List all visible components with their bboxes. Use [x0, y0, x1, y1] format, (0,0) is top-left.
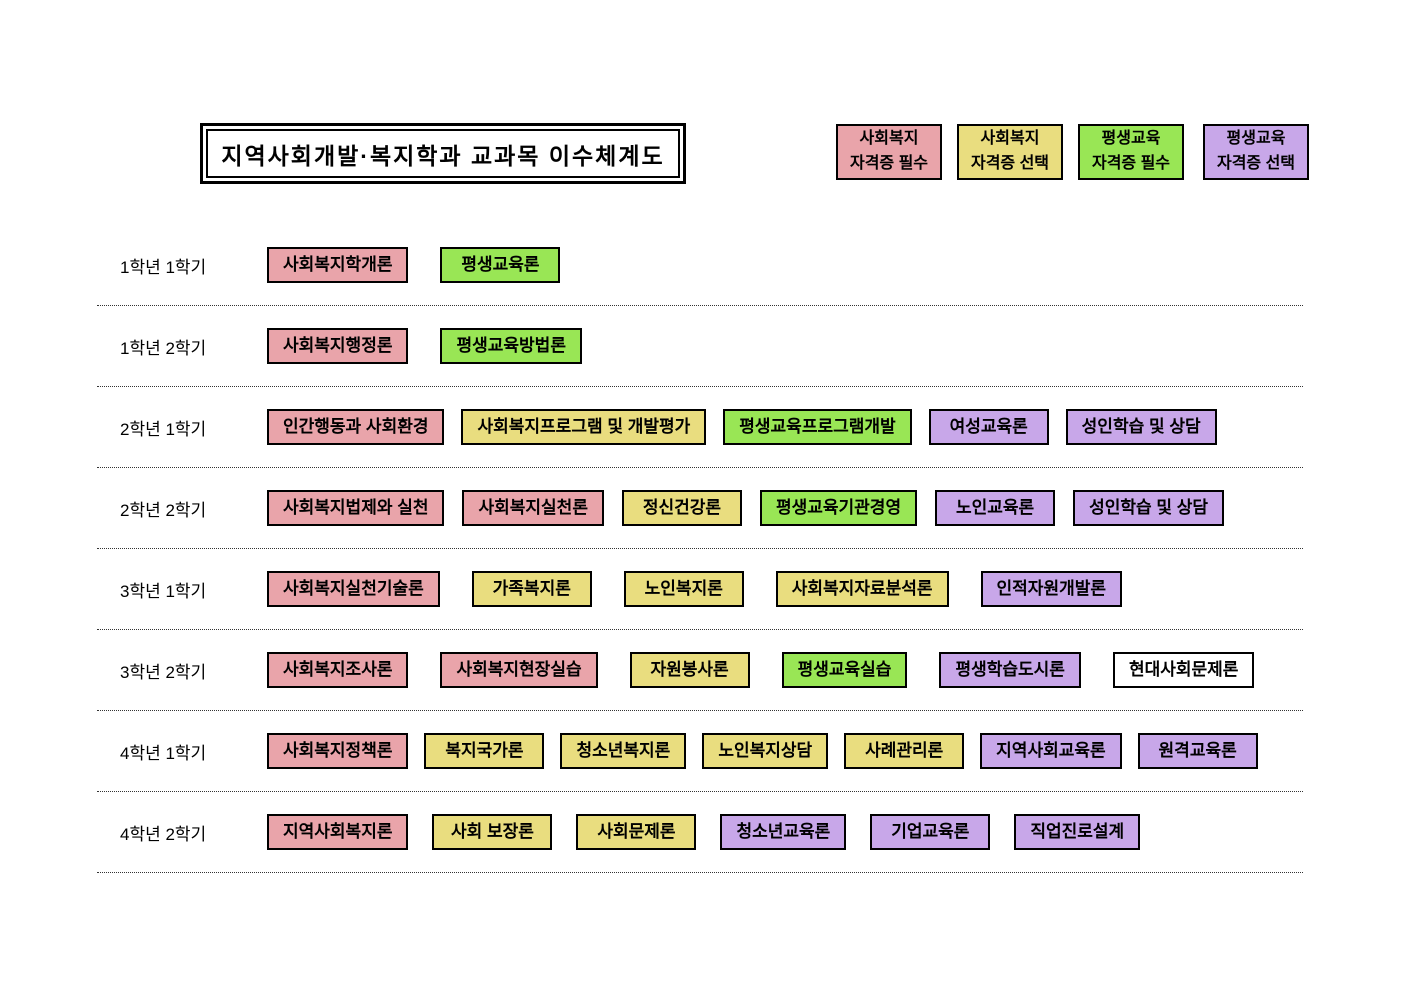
course-box: 사회복지정책론 — [267, 733, 409, 769]
course-boxes: 사회복지학개론 평생교육론 — [267, 247, 561, 283]
course-box: 지역사회복지론 — [267, 814, 409, 850]
course-box: 기업교육론 — [870, 814, 991, 850]
course-box: 인적자원개발론 — [980, 571, 1123, 607]
course-box: 노인복지상담 — [702, 733, 829, 769]
course-box: 사례관리론 — [844, 733, 965, 769]
semester-label: 2학년 2학기 — [120, 500, 207, 520]
semester-label: 4학년 1학기 — [120, 743, 207, 763]
course-box: 청소년복지론 — [560, 733, 687, 769]
semester-label: 1학년 2학기 — [120, 338, 207, 358]
course-boxes: 사회복지법제와 실천 사회복지실천론 정신건강론 평생교육기관경영 노인교육론 성인학습 … — [267, 490, 1225, 526]
course-box: 사회복지실천론 — [462, 490, 604, 526]
course-box: 평생교육방법론 — [440, 328, 582, 364]
semester-row: 4학년 2학기 지역사회복지론 사회 보장론 사회문제론 청소년교육론 기업교육론 직업진로… — [97, 792, 1303, 873]
semester-label: 3학년 1학기 — [120, 581, 207, 601]
course-box: 사회복지프로그램 및 개발평가 — [461, 409, 707, 445]
course-box: 성인학습 및 상담 — [1065, 409, 1217, 445]
course-box: 평생교육프로그램개발 — [723, 409, 912, 445]
course-box: 직업진로설계 — [1014, 814, 1141, 850]
legend-item-line1: 사회복지 — [859, 130, 919, 148]
semester-row: 2학년 2학기 사회복지법제와 실천 사회복지실천론 정신건강론 평생교육기관경영 노인교… — [97, 468, 1303, 549]
course-box: 노인교육론 — [935, 490, 1056, 526]
semester-label: 4학년 2학기 — [120, 824, 207, 844]
course-box: 사회복지자료분석론 — [775, 571, 949, 607]
course-box: 원격교육론 — [1137, 733, 1258, 769]
semester-row: 2학년 1학기 인간행동과 사회환경 사회복지프로그램 및 개발평가 평생교육프로그램… — [97, 387, 1303, 468]
semester-row: 1학년 2학기 사회복지행정론 평생교육방법론 — [97, 306, 1303, 387]
course-box: 인간행동과 사회환경 — [267, 409, 445, 445]
course-box: 여성교육론 — [928, 409, 1049, 445]
course-box: 사회복지법제와 실천 — [267, 490, 445, 526]
semester-row: 1학년 1학기 사회복지학개론 평생교육론 — [97, 225, 1303, 306]
course-box: 평생교육론 — [440, 247, 561, 283]
course-box: 사회문제론 — [576, 814, 697, 850]
course-box: 자원봉사론 — [629, 652, 750, 688]
course-box: 사회복지현장실습 — [440, 652, 598, 688]
legend-item-line2: 자격증 선택 — [970, 155, 1050, 172]
semester-label: 2학년 1학기 — [120, 419, 207, 439]
course-box: 노인복지론 — [623, 571, 744, 607]
course-box: 성인학습 및 상담 — [1073, 490, 1225, 526]
semester-label: 3학년 2학기 — [120, 662, 207, 682]
legend-item-line1: 평생교육 — [1226, 130, 1286, 148]
semester-label: 1학년 1학기 — [120, 257, 207, 277]
legend-item-line1: 사회복지 — [980, 130, 1040, 148]
course-box: 사회 보장론 — [432, 814, 553, 850]
course-box: 사회복지행정론 — [267, 328, 409, 364]
semester-row: 3학년 2학기 사회복지조사론 사회복지현장실습 자원봉사론 평생교육실습 평생학습도시론… — [97, 630, 1303, 711]
course-boxes: 지역사회복지론 사회 보장론 사회문제론 청소년교육론 기업교육론 직업진로설계 — [267, 814, 1141, 850]
title-box: 지역사회개발·복지학과 교과목 이수체계도 — [200, 123, 686, 184]
course-boxes: 사회복지실천기술론 가족복지론 노인복지론 사회복지자료분석론 인적자원개발론 — [267, 571, 1123, 607]
course-box: 평생학습도시론 — [939, 652, 1081, 688]
legend-item-line2: 자격증 필수 — [1091, 155, 1171, 172]
course-box: 사회복지실천기술론 — [267, 571, 440, 607]
semester-row: 4학년 1학기 사회복지정책론 복지국가론 청소년복지론 노인복지상담 사례관리론 지역사회… — [97, 711, 1303, 792]
course-boxes: 인간행동과 사회환경 사회복지프로그램 및 개발평가 평생교육프로그램개발 여성교육론… — [267, 409, 1217, 445]
legend-item-line2: 자격증 선택 — [1216, 155, 1296, 172]
course-box: 복지국가론 — [424, 733, 545, 769]
course-box: 청소년교육론 — [720, 814, 847, 850]
semester-row: 3학년 1학기 사회복지실천기술론 가족복지론 노인복지론 사회복지자료분석론 인적자원개… — [97, 549, 1303, 630]
course-box: 평생교육기관경영 — [759, 490, 918, 526]
course-boxes: 사회복지정책론 복지국가론 청소년복지론 노인복지상담 사례관리론 지역사회교육론 원격교육… — [267, 733, 1258, 769]
page-title: 지역사회개발·복지학과 교과목 이수체계도 — [206, 129, 680, 178]
course-box: 현대사회문제론 — [1112, 652, 1255, 688]
course-box: 평생교육실습 — [781, 652, 908, 688]
curriculum-rows: 1학년 1학기 사회복지학개론 평생교육론 1학년 2학기 사회복지행정론 평생교육방법론… — [97, 225, 1303, 873]
course-box: 지역사회교육론 — [980, 733, 1122, 769]
course-box: 정신건강론 — [621, 490, 742, 526]
legend-item-line1: 평생교육 — [1101, 130, 1161, 148]
course-boxes: 사회복지조사론 사회복지현장실습 자원봉사론 평생교육실습 평생학습도시론 현대사회문제론 — [267, 652, 1255, 688]
legend: 사회복지 자격증 필수 사회복지 자격증 선택 평생교육 자격증 필수 평생교육 자격증 선택 — [836, 124, 1309, 181]
course-box: 가족복지론 — [471, 571, 592, 607]
legend-item-line2: 자격증 필수 — [849, 155, 929, 172]
course-box: 사회복지학개론 — [267, 247, 409, 283]
course-boxes: 사회복지행정론 평생교육방법론 — [267, 328, 582, 364]
course-box: 사회복지조사론 — [267, 652, 409, 688]
